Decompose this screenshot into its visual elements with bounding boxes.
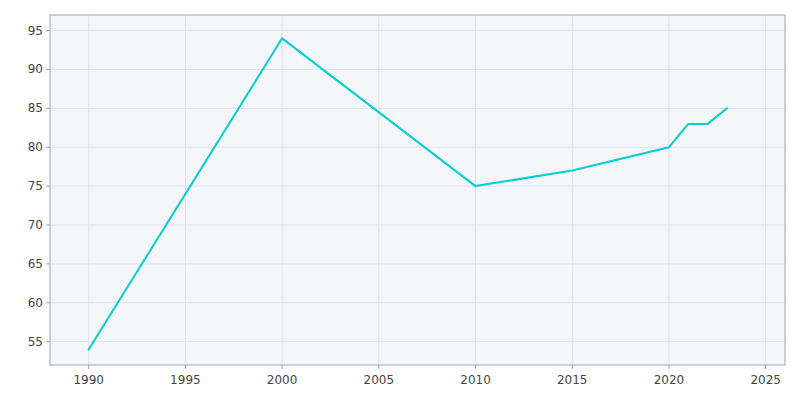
x-grid-line [378,15,379,365]
x-grid-line [765,15,766,365]
x-grid-line [88,15,89,365]
y-grid-line [50,108,785,109]
x-tick [88,365,89,369]
y-tick-label: 55 [28,335,43,349]
x-tick-label: 1995 [170,373,201,387]
y-tick-label: 75 [28,179,43,193]
y-tick [46,302,50,303]
x-tick-label: 2005 [364,373,395,387]
x-grid-line [475,15,476,365]
population-line [89,38,727,349]
x-grid-line [572,15,573,365]
y-grid-line [50,263,785,264]
x-tick-label: 2015 [557,373,588,387]
x-tick-label: 2020 [654,373,685,387]
y-grid-line [50,69,785,70]
x-tick [378,365,379,369]
chart-container: 55 60 65 70 75 80 85 90 95 1990 1995 2000 2005 2010 20… [0,0,800,400]
x-tick-label: 1990 [73,373,104,387]
y-tick [46,69,50,70]
x-tick [765,365,766,369]
plot-frame [50,15,785,365]
tick-labels: 55 60 65 70 75 80 85 90 95 1990 1995 2000 2005 2010 20… [28,24,781,387]
y-tick-label: 70 [28,218,43,232]
y-tick-label: 60 [28,296,43,310]
y-tick [46,108,50,109]
x-tick-label: 2025 [750,373,781,387]
x-tick [572,365,573,369]
y-tick [46,341,50,342]
y-tick-label: 80 [28,140,43,154]
series [89,38,727,349]
y-tick [46,225,50,226]
x-tick-label: 2000 [267,373,298,387]
y-tick [46,186,50,187]
y-tick-label: 90 [28,62,43,76]
y-grid-line [50,30,785,31]
x-grid-line [282,15,283,365]
y-grid-line [50,225,785,226]
plot-background [50,15,785,365]
x-tick [282,365,283,369]
y-tick-label: 85 [28,101,43,115]
x-tick-label: 2010 [460,373,491,387]
y-tick [46,147,50,148]
x-tick [668,365,669,369]
x-grid-line [185,15,186,365]
y-tick-label: 65 [28,257,43,271]
y-grid-line [50,147,785,148]
x-tick [475,365,476,369]
y-grid-line [50,341,785,342]
y-grid-line [50,302,785,303]
y-tick-label: 95 [28,24,43,38]
chart-svg: 55 60 65 70 75 80 85 90 95 1990 1995 2000 2005 2010 20… [0,0,800,400]
grid [50,15,785,365]
x-tick [185,365,186,369]
y-tick [46,263,50,264]
x-grid-line [668,15,669,365]
y-tick [46,30,50,31]
y-grid-line [50,186,785,187]
